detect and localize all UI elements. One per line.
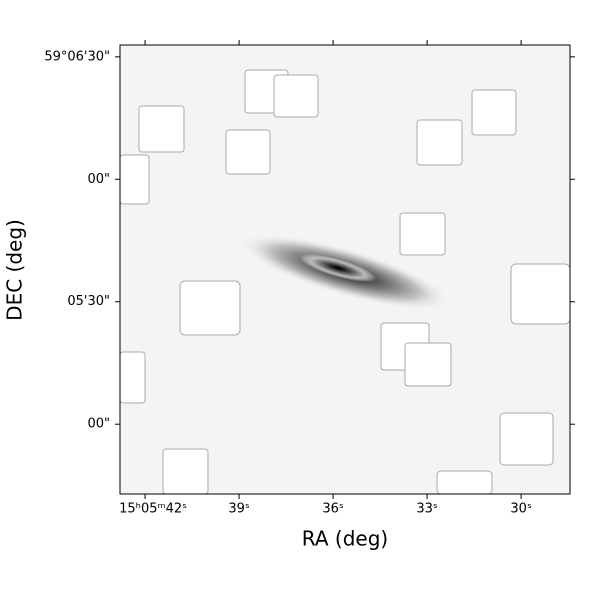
y-tick-label: 00" — [87, 417, 110, 432]
image — [119, 44, 571, 495]
x-axis-label: RA (deg) — [302, 527, 388, 551]
x-tick-label: 30ˢ — [510, 502, 532, 517]
x-tick-label: 15ʰ05ᵐ42ˢ — [119, 502, 187, 517]
y-axis-label: DEC (deg) — [3, 219, 27, 321]
y-tick-label: 05'30" — [67, 294, 110, 309]
y-tick-label: 00" — [87, 172, 110, 187]
x-tick-label: 39ˢ — [228, 502, 250, 517]
y-tick-label: 59°06'30" — [44, 49, 110, 64]
x-tick-label: 33ˢ — [416, 502, 438, 517]
x-tick-label: 36ˢ — [322, 502, 344, 517]
masks — [119, 69, 571, 495]
